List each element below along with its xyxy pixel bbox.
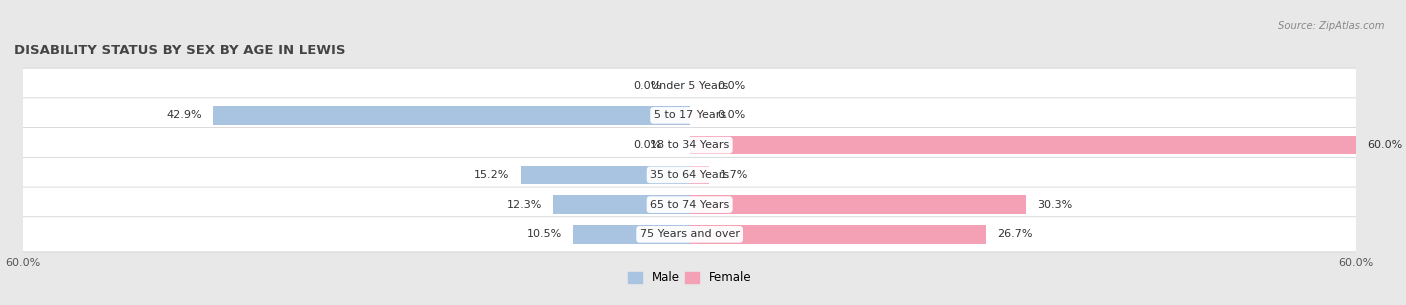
Text: 0.0%: 0.0%	[717, 110, 745, 120]
FancyBboxPatch shape	[13, 187, 1367, 222]
Text: 42.9%: 42.9%	[166, 110, 202, 120]
Bar	[553, 196, 690, 214]
Bar	[214, 106, 690, 125]
Text: 18 to 34 Years: 18 to 34 Years	[650, 140, 730, 150]
Text: 0.0%: 0.0%	[634, 140, 662, 150]
Bar	[673, 81, 690, 91]
Text: 65 to 74 Years: 65 to 74 Years	[650, 199, 730, 210]
Text: 26.7%: 26.7%	[997, 229, 1033, 239]
Bar	[690, 136, 1357, 154]
Bar	[673, 140, 690, 150]
Bar	[690, 110, 706, 120]
Bar	[690, 166, 709, 184]
Text: 0.0%: 0.0%	[634, 81, 662, 91]
Text: 60.0%: 60.0%	[1367, 140, 1402, 150]
Text: 12.3%: 12.3%	[506, 199, 541, 210]
Bar	[574, 225, 690, 244]
FancyBboxPatch shape	[13, 68, 1367, 103]
Text: 0.0%: 0.0%	[717, 81, 745, 91]
Bar	[520, 166, 690, 184]
Bar	[690, 81, 706, 91]
Legend: Male, Female: Male, Female	[623, 267, 756, 289]
Text: 5 to 17 Years: 5 to 17 Years	[654, 110, 725, 120]
Text: 10.5%: 10.5%	[527, 229, 562, 239]
Text: 30.3%: 30.3%	[1038, 199, 1073, 210]
Text: DISABILITY STATUS BY SEX BY AGE IN LEWIS: DISABILITY STATUS BY SEX BY AGE IN LEWIS	[14, 45, 346, 57]
FancyBboxPatch shape	[13, 98, 1367, 133]
Text: 15.2%: 15.2%	[474, 170, 510, 180]
FancyBboxPatch shape	[13, 127, 1367, 163]
FancyBboxPatch shape	[13, 157, 1367, 192]
Bar	[690, 225, 986, 244]
Text: 75 Years and over: 75 Years and over	[640, 229, 740, 239]
Text: 35 to 64 Years: 35 to 64 Years	[650, 170, 730, 180]
Text: 1.7%: 1.7%	[720, 170, 748, 180]
Text: Under 5 Years: Under 5 Years	[651, 81, 728, 91]
FancyBboxPatch shape	[13, 217, 1367, 252]
Bar	[690, 196, 1026, 214]
Text: Source: ZipAtlas.com: Source: ZipAtlas.com	[1278, 21, 1385, 31]
